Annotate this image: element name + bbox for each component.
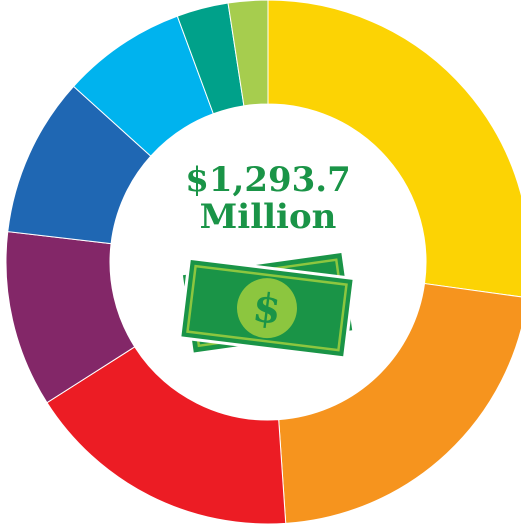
slices-group	[5, 0, 521, 525]
money-bills-icon: $	[178, 252, 356, 360]
total-amount: $1,293.7	[185, 160, 351, 200]
center-label: $1,293.7 Million	[160, 162, 376, 236]
total-unit: Million	[199, 197, 337, 237]
svg-text:$: $	[250, 284, 283, 334]
donut-slice-8	[227, 0, 269, 107]
donut-slice-2	[278, 283, 521, 524]
donut-slice-1	[267, 0, 521, 298]
